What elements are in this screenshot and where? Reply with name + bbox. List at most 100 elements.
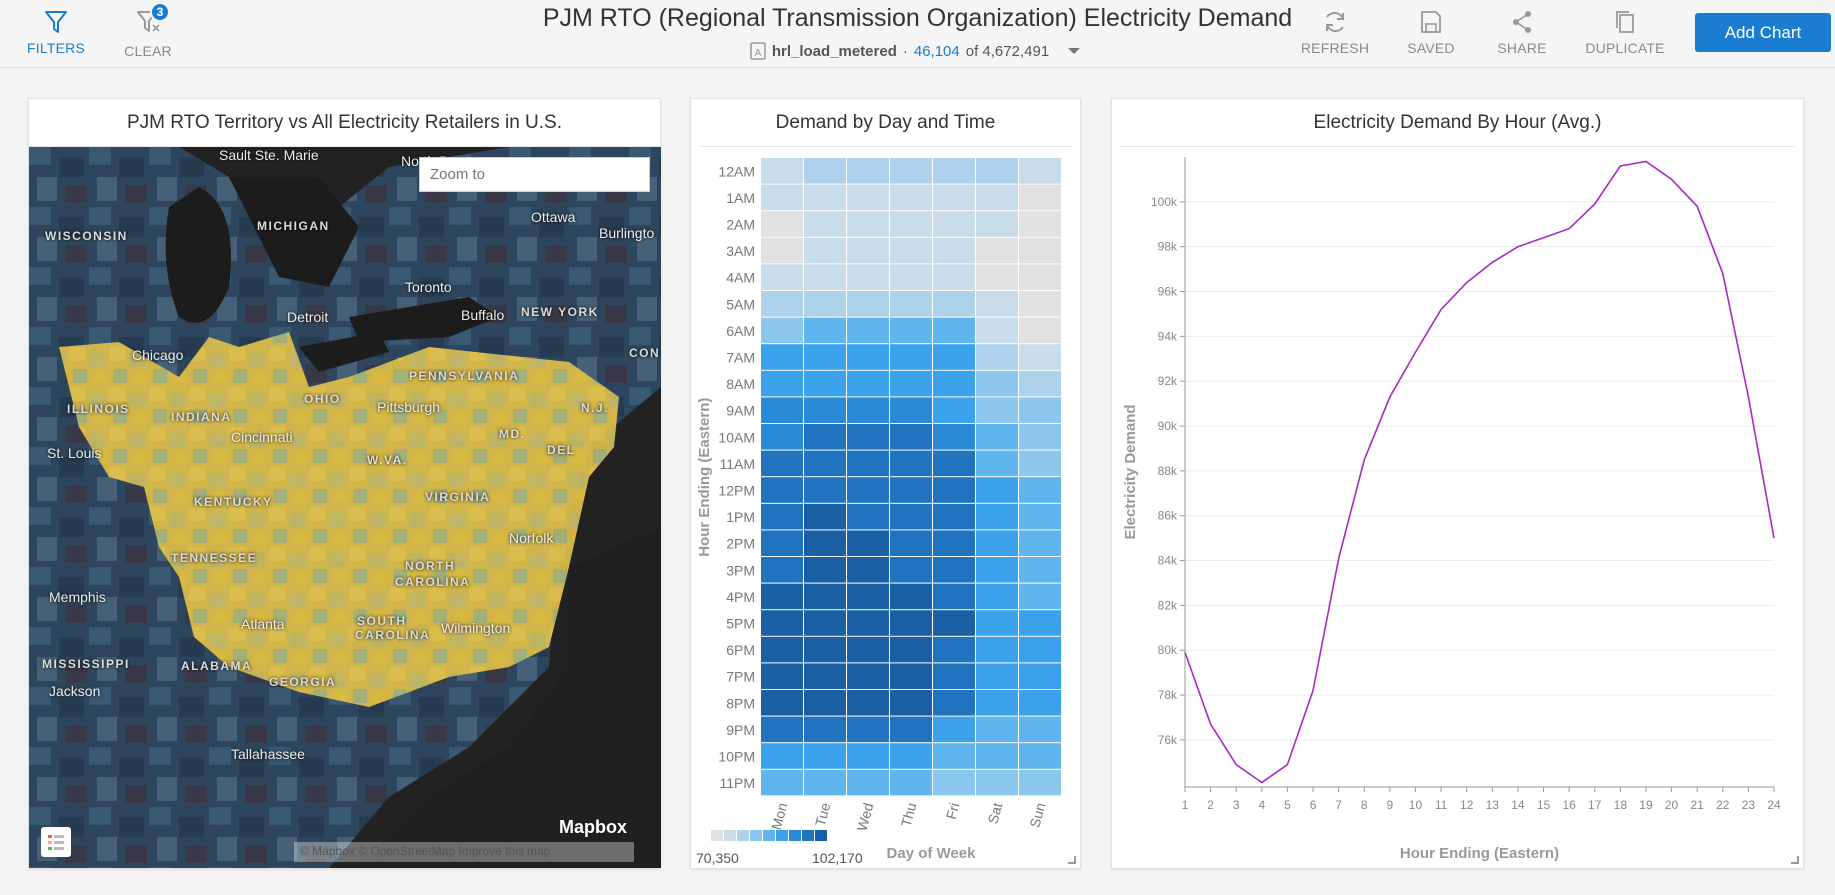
heatmap-cell[interactable] [804,450,846,477]
heatmap-cell[interactable] [890,583,932,610]
heatmap-cell[interactable] [847,237,889,264]
heatmap-cell[interactable] [761,610,803,636]
heatmap-cell[interactable] [890,557,932,583]
heatmap-cell[interactable] [847,264,889,290]
heatmap-cell[interactable] [804,769,846,796]
heatmap-chart[interactable]: 12AM 1AM 2AM 3AM 4AM 5AM 6AM 7AM 8AM 9AM 10AM 11AM 1… [691,147,1082,867]
heatmap-cell[interactable] [804,211,846,237]
heatmap-cell[interactable] [847,716,889,743]
heatmap-cell[interactable] [976,184,1018,211]
heatmap-cell[interactable] [976,716,1018,743]
heatmap-cell[interactable] [804,583,846,610]
heatmap-cell[interactable] [976,690,1018,716]
clear-filters-button[interactable]: 3 CLEAR [120,2,176,59]
heatmap-cell[interactable] [890,450,932,477]
add-chart-button[interactable]: Add Chart [1695,13,1831,52]
heatmap-cell[interactable] [804,237,846,264]
heatmap-cell[interactable] [804,663,846,689]
heatmap-cell[interactable] [976,450,1018,477]
heatmap-cell[interactable] [761,370,803,397]
heatmap-cell[interactable] [890,769,932,796]
heatmap-cell[interactable] [976,769,1018,796]
refresh-button[interactable]: REFRESH [1300,8,1370,56]
heatmap-cell[interactable] [933,743,975,769]
heatmap-cell[interactable] [761,743,803,769]
heatmap-cell[interactable] [933,424,975,450]
heatmap-cell[interactable] [804,370,846,397]
heatmap-cell[interactable] [933,450,975,477]
heatmap-cell[interactable] [761,344,803,370]
heatmap-cell[interactable] [890,317,932,344]
heatmap-cell[interactable] [1019,424,1061,450]
heatmap-cell[interactable] [890,530,932,556]
heatmap-cell[interactable] [1019,158,1061,184]
heatmap-cell[interactable] [761,291,803,317]
heatmap-cell[interactable] [847,184,889,211]
heatmap-cell[interactable] [1019,557,1061,583]
heatmap-cell[interactable] [761,690,803,716]
heatmap-cell[interactable] [890,503,932,530]
filters-button[interactable]: FILTERS [27,8,85,56]
heatmap-cell[interactable] [761,158,803,184]
heatmap-cell[interactable] [976,583,1018,610]
heatmap-cell[interactable] [976,317,1018,344]
heatmap-cell[interactable] [933,344,975,370]
heatmap-cell[interactable] [804,397,846,423]
heatmap-cell[interactable] [933,291,975,317]
heatmap-cell[interactable] [804,716,846,743]
heatmap-cell[interactable] [1019,344,1061,370]
heatmap-cell[interactable] [933,370,975,397]
heatmap-cell[interactable] [804,317,846,344]
heatmap-cell[interactable] [847,690,889,716]
heatmap-cell[interactable] [890,237,932,264]
heatmap-cell[interactable] [933,211,975,237]
heatmap-cell[interactable] [804,344,846,370]
heatmap-cell[interactable] [804,557,846,583]
heatmap-cell[interactable] [1019,184,1061,211]
heatmap-cell[interactable] [847,636,889,663]
map-attribution[interactable]: © Mapbox © OpenStreetMap Improve this ma… [294,842,634,862]
heatmap-cell[interactable] [933,583,975,610]
heatmap-cell[interactable] [804,424,846,450]
chevron-down-icon[interactable] [1063,44,1085,58]
heatmap-cell[interactable] [804,743,846,769]
line-chart[interactable]: 76k 78k 80k 82k 84k 86k 88k 90k 92k 94k 96k 98k 100k… [1112,147,1805,867]
heatmap-cell[interactable] [976,477,1018,503]
heatmap-cell[interactable] [890,477,932,503]
heatmap-cell[interactable] [890,690,932,716]
heatmap-cell[interactable] [761,583,803,610]
heatmap-cell[interactable] [933,610,975,636]
heatmap-cell[interactable] [804,158,846,184]
heatmap-cell[interactable] [976,636,1018,663]
resize-handle[interactable] [1791,856,1799,864]
heatmap-cell[interactable] [976,610,1018,636]
heatmap-cell[interactable] [847,769,889,796]
heatmap-cell[interactable] [933,716,975,743]
heatmap-cell[interactable] [933,184,975,211]
heatmap-cell[interactable] [890,636,932,663]
heatmap-cell[interactable] [804,610,846,636]
heatmap-cell[interactable] [761,477,803,503]
heatmap-cell[interactable] [890,264,932,290]
heatmap-cell[interactable] [804,530,846,556]
heatmap-cell[interactable] [761,424,803,450]
heatmap-cell[interactable] [890,397,932,423]
heatmap-cell[interactable] [933,636,975,663]
map-canvas[interactable] [29,147,661,868]
heatmap-cell[interactable] [847,610,889,636]
heatmap-cell[interactable] [890,184,932,211]
heatmap-cell[interactable] [847,424,889,450]
heatmap-cell[interactable] [976,370,1018,397]
heatmap-cell[interactable] [1019,743,1061,769]
heatmap-cell[interactable] [1019,663,1061,689]
heatmap-cell[interactable] [804,264,846,290]
heatmap-cell[interactable] [847,158,889,184]
heatmap-cell[interactable] [1019,211,1061,237]
heatmap-cell[interactable] [933,769,975,796]
heatmap-cell[interactable] [761,663,803,689]
heatmap-cell[interactable] [761,264,803,290]
heatmap-cell[interactable] [761,211,803,237]
heatmap-cell[interactable] [761,450,803,477]
heatmap-cell[interactable] [1019,636,1061,663]
heatmap-cell[interactable] [933,237,975,264]
